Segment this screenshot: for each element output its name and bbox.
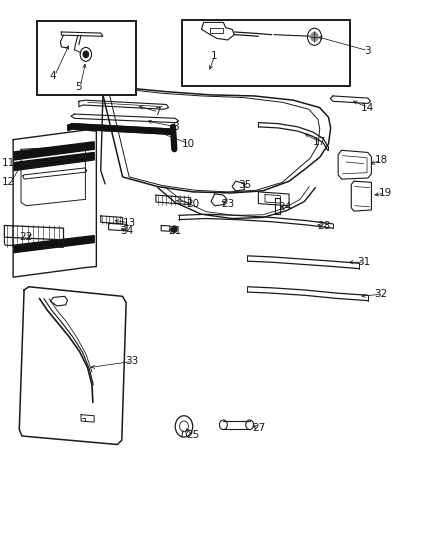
Text: 18: 18 bbox=[374, 155, 388, 165]
Text: 8: 8 bbox=[172, 122, 179, 132]
Text: 12: 12 bbox=[2, 177, 15, 187]
Text: 22: 22 bbox=[20, 232, 33, 242]
Text: 17: 17 bbox=[313, 138, 326, 147]
Text: 28: 28 bbox=[318, 221, 331, 231]
Text: 33: 33 bbox=[125, 357, 138, 366]
Bar bbox=[182, 20, 350, 86]
Polygon shape bbox=[14, 142, 94, 160]
Text: 5: 5 bbox=[75, 83, 82, 92]
Text: 25: 25 bbox=[186, 431, 199, 440]
Text: 20: 20 bbox=[186, 199, 199, 208]
Polygon shape bbox=[14, 152, 94, 171]
Text: 35: 35 bbox=[239, 181, 252, 190]
Circle shape bbox=[311, 33, 318, 41]
Text: 31: 31 bbox=[357, 257, 370, 267]
Text: 21: 21 bbox=[169, 226, 182, 236]
Text: 24: 24 bbox=[278, 202, 291, 212]
Text: 11: 11 bbox=[2, 158, 15, 167]
Polygon shape bbox=[68, 124, 173, 134]
Text: 34: 34 bbox=[120, 226, 134, 236]
Text: 10: 10 bbox=[182, 139, 195, 149]
Text: 14: 14 bbox=[361, 103, 374, 112]
Text: 19: 19 bbox=[379, 188, 392, 198]
Text: 4: 4 bbox=[49, 71, 56, 80]
Text: 27: 27 bbox=[252, 423, 265, 433]
Text: 23: 23 bbox=[221, 199, 234, 209]
Text: 32: 32 bbox=[374, 289, 388, 299]
Text: 13: 13 bbox=[123, 218, 136, 228]
Bar bbox=[37, 21, 136, 95]
Text: 7: 7 bbox=[154, 107, 161, 117]
Text: 1: 1 bbox=[211, 51, 218, 61]
Polygon shape bbox=[14, 236, 94, 253]
Text: 3: 3 bbox=[364, 46, 371, 55]
Circle shape bbox=[172, 226, 177, 232]
Circle shape bbox=[83, 51, 88, 58]
